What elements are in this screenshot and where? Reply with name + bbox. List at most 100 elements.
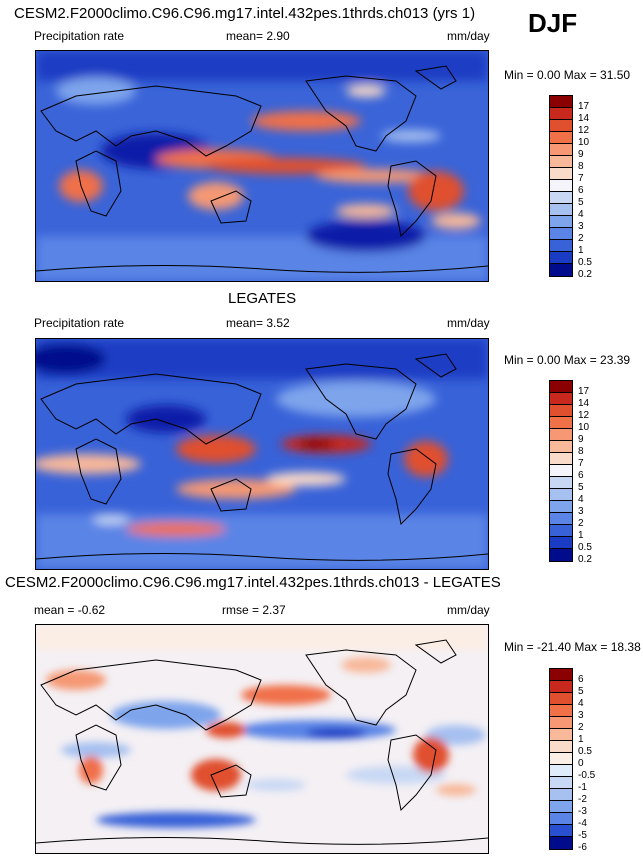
colorbar-box (550, 465, 572, 477)
colorbar-label: 2 (578, 518, 584, 529)
colorbar-box (550, 108, 572, 120)
colorbar-label: 10 (578, 137, 590, 148)
colorbar-label: 5 (578, 686, 584, 697)
colorbar-label: -5 (578, 830, 587, 841)
panel1-units-label: mm/day (447, 29, 490, 43)
colorbar-label: 4 (578, 494, 584, 505)
colorbar-box (550, 681, 572, 693)
colorbar-box (550, 204, 572, 216)
colorbar-label: 6 (578, 470, 584, 481)
panel3-minmax-label: Min = -21.40 Max = 18.38 (504, 640, 641, 654)
colorbar-box (550, 393, 572, 405)
colorbar-label: 1 (578, 245, 584, 256)
panel2-mean-label: mean= 3.52 (226, 316, 290, 330)
colorbar-box (550, 168, 572, 180)
colorbar-box (550, 741, 572, 753)
colorbar-label: 1 (578, 530, 584, 541)
colorbar-label: 2 (578, 722, 584, 733)
colorbar-label: 0.5 (578, 542, 592, 553)
colorbar-box (550, 240, 572, 252)
colorbar-box (550, 381, 572, 393)
colorbar-label: 4 (578, 698, 584, 709)
panel2-title: LEGATES (228, 290, 297, 307)
colorbar-label: 6 (578, 185, 584, 196)
colorbar-box (550, 693, 572, 705)
colorbar-box (550, 453, 572, 465)
colorbar-box (550, 144, 572, 156)
colorbar-box (550, 441, 572, 453)
colorbar-box (550, 417, 572, 429)
panel1-minmax-label: Min = 0.00 Max = 31.50 (504, 68, 631, 82)
colorbar-box (550, 489, 572, 501)
colorbar-label: 12 (578, 410, 590, 421)
colorbar-label: 8 (578, 161, 584, 172)
colorbar-box (550, 156, 572, 168)
panel1-variable-label: Precipitation rate (34, 29, 125, 43)
colorbar-label: 7 (578, 458, 584, 469)
colorbar-box (550, 192, 572, 204)
panel3-colorbar (549, 668, 573, 850)
panel2-units-label: mm/day (447, 316, 490, 330)
colorbar-box (550, 477, 572, 489)
colorbar-box (550, 705, 572, 717)
colorbar-box (550, 264, 572, 276)
colorbar-box (550, 549, 572, 561)
colorbar-label: 0.2 (578, 269, 592, 280)
colorbar-box (550, 96, 572, 108)
colorbar-label: -6 (578, 842, 587, 853)
colorbar-label: 3 (578, 221, 584, 232)
colorbar-label: 5 (578, 482, 584, 493)
colorbar-label: 1 (578, 734, 584, 745)
panel3-rmse-label: rmse = 2.37 (222, 603, 286, 617)
colorbar-box (550, 813, 572, 825)
colorbar-box (550, 525, 572, 537)
colorbar-box (550, 501, 572, 513)
colorbar-box (550, 753, 572, 765)
colorbar-box (550, 537, 572, 549)
colorbar-label: -0.5 (578, 770, 596, 781)
colorbar-box (550, 405, 572, 417)
colorbar-label: 9 (578, 149, 584, 160)
panel3-mean-label: mean = -0.62 (34, 603, 106, 617)
colorbar-label: 7 (578, 173, 584, 184)
colorbar-box (550, 789, 572, 801)
colorbar-box (550, 513, 572, 525)
colorbar-box (550, 120, 572, 132)
colorbar-label: -4 (578, 818, 587, 829)
colorbar-box (550, 777, 572, 789)
panel3-title: CESM2.F2000climo.C96.C96.mg17.intel.432p… (5, 574, 501, 591)
colorbar-label: 3 (578, 506, 584, 517)
panel3-units-label: mm/day (447, 603, 490, 617)
panel2-minmax-label: Min = 0.00 Max = 23.39 (504, 353, 631, 367)
colorbar-label: 14 (578, 113, 590, 124)
colorbar-box (550, 801, 572, 813)
colorbar-label: 14 (578, 398, 590, 409)
panel1-mean-label: mean= 2.90 (226, 29, 290, 43)
colorbar-label: 2 (578, 233, 584, 244)
colorbar-box (550, 132, 572, 144)
colorbar-label: -2 (578, 794, 587, 805)
colorbar-box (550, 837, 572, 849)
panel3-difference-map (35, 624, 489, 854)
colorbar-box (550, 729, 572, 741)
colorbar-label: -3 (578, 806, 587, 817)
colorbar-label: 8 (578, 446, 584, 457)
colorbar-label: 3 (578, 710, 584, 721)
colorbar-box (550, 216, 572, 228)
panel2-precip-map (35, 338, 489, 570)
colorbar-box (550, 429, 572, 441)
colorbar-label: 12 (578, 125, 590, 136)
colorbar-box (550, 765, 572, 777)
colorbar-box (550, 228, 572, 240)
colorbar-label: 0.5 (578, 746, 592, 757)
colorbar-label: 17 (578, 101, 590, 112)
colorbar-label: 0 (578, 758, 584, 769)
colorbar-box (550, 180, 572, 192)
panel1-colorbar (549, 95, 573, 277)
colorbar-label: 10 (578, 422, 590, 433)
colorbar-box (550, 825, 572, 837)
colorbar-label: 0.5 (578, 257, 592, 268)
colorbar-label: 9 (578, 434, 584, 445)
colorbar-box (550, 669, 572, 681)
colorbar-label: 6 (578, 674, 584, 685)
